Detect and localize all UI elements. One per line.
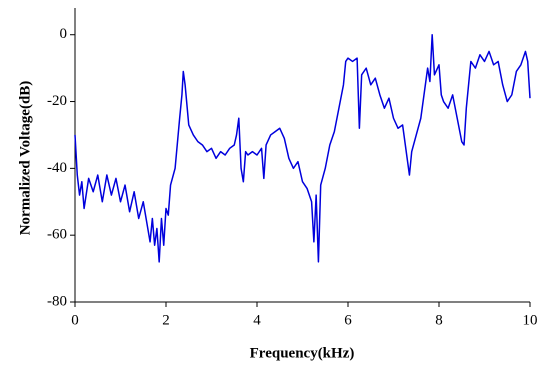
x-tick-label: 6 xyxy=(344,312,352,328)
x-tick-label: 8 xyxy=(435,312,443,328)
x-tick-label: 10 xyxy=(523,312,538,328)
y-tick-label: -40 xyxy=(47,160,67,176)
y-axis-title: Normalized Voltage(dB) xyxy=(17,81,33,236)
y-tick-label: -80 xyxy=(47,293,67,309)
x-axis-title: Frequency(kHz) xyxy=(250,345,355,361)
y-tick-label: -20 xyxy=(47,93,67,109)
data-line xyxy=(74,33,531,263)
y-tick-label: 0 xyxy=(60,26,68,42)
x-tick-label: 4 xyxy=(253,312,261,328)
x-tick-label: 0 xyxy=(71,312,79,328)
x-tick-label: 2 xyxy=(162,312,170,328)
y-tick-label: -60 xyxy=(47,227,67,243)
